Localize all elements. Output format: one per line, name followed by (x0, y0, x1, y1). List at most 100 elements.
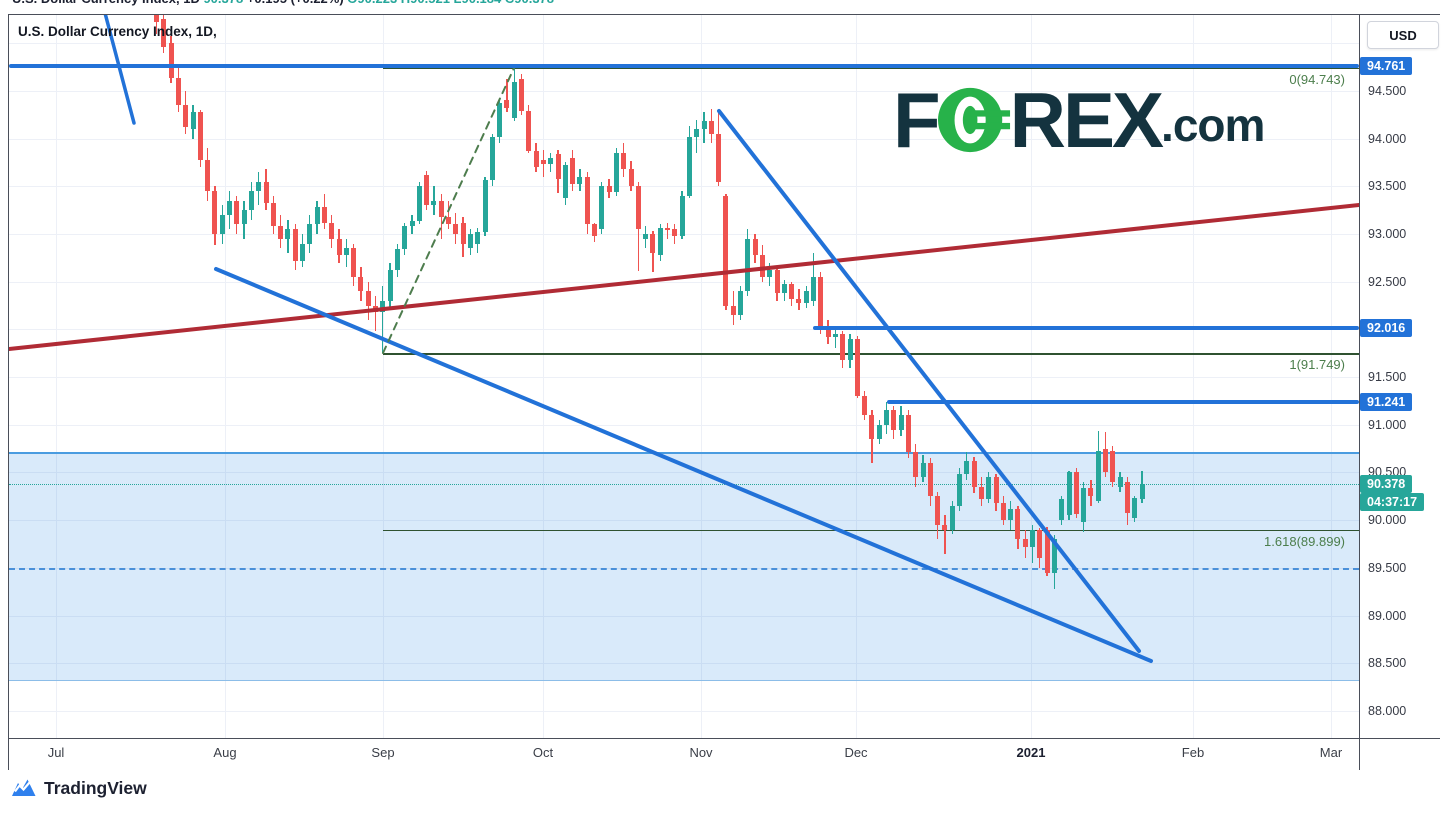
ascending-red-trendline[interactable] (9, 203, 1359, 351)
candle-body (365, 291, 371, 306)
candle-body (854, 338, 860, 397)
candle-body (307, 224, 313, 244)
h-gridline (9, 43, 1359, 45)
bar-countdown-label: 04:37:17 (1360, 493, 1425, 512)
candle-body (227, 200, 232, 215)
fib-level-label: 1(91.749) (1289, 357, 1345, 373)
h-gridline (9, 615, 1359, 617)
candle-body (1088, 487, 1094, 497)
tradingview-attribution[interactable]: TradingView (10, 776, 147, 800)
candle-body (263, 181, 269, 204)
chart-plot-area[interactable]: F REX .com 0(94.743) 1(91.749) 1.618(89.89… (9, 15, 1359, 738)
candle-body (818, 276, 824, 328)
currency-unit-button[interactable]: USD (1367, 21, 1439, 49)
candle-body (197, 111, 203, 160)
candle-body (300, 243, 305, 261)
price-axis-label: 88.500 (1368, 656, 1407, 671)
candle-body (1117, 477, 1123, 487)
candle-body (789, 283, 795, 299)
candle-body (920, 462, 926, 478)
horizontal-ray-line[interactable] (813, 325, 1359, 330)
candle-body (570, 157, 576, 185)
candle-wick (374, 296, 377, 332)
candle-body (416, 186, 422, 221)
horizontal-ray-line[interactable] (887, 399, 1359, 404)
candle-body (986, 477, 992, 500)
candle-body (548, 157, 554, 165)
wedge-upper-trendline[interactable] (717, 109, 1141, 653)
candle-body (927, 462, 933, 497)
candle-body (1051, 539, 1057, 573)
fib-level-line[interactable] (383, 67, 1359, 69)
candle-body (730, 305, 736, 316)
trendlines-overlay[interactable] (9, 15, 1359, 738)
candle-body (511, 82, 517, 118)
h-gridline (9, 329, 1359, 331)
candle-body (628, 169, 634, 187)
candle-body (1044, 529, 1050, 573)
fib-level-line[interactable] (383, 529, 1359, 532)
candle-body (278, 226, 284, 239)
candle-body (621, 152, 627, 170)
horizontal-ray-line[interactable] (9, 64, 1359, 68)
candle-body (949, 505, 955, 530)
price-ray-label: 94.761 (1360, 57, 1413, 75)
candle-body (1103, 448, 1108, 472)
h-gridline (9, 377, 1359, 379)
price-axis-label: 90.000 (1368, 513, 1407, 528)
candle-body (869, 415, 875, 440)
candle-wick (834, 329, 837, 349)
candle-wick (506, 79, 508, 112)
symbol-legend-title[interactable]: U.S. Dollar Currency Index, 1D, (18, 24, 217, 39)
quote-last: 90.378 (203, 0, 246, 6)
time-axis-label: Aug (213, 745, 237, 760)
candle-body (613, 152, 619, 193)
h-gridline (9, 663, 1359, 665)
watermark-letter-f: F (893, 76, 941, 164)
time-axis-label: Dec (844, 745, 868, 760)
candle-body (358, 276, 364, 292)
candle-body (650, 233, 656, 254)
time-axis-label: Nov (689, 745, 713, 760)
candle-body (738, 291, 743, 316)
candle-body (336, 238, 342, 255)
candle-body (248, 191, 254, 211)
dashed-support-line[interactable] (9, 567, 1359, 570)
tradingview-logo-icon (12, 779, 36, 796)
fib-baseline-dashed[interactable] (382, 67, 515, 354)
h-gridline (9, 472, 1359, 474)
candle-body (723, 195, 729, 306)
candle-body (978, 486, 984, 500)
candle-body (1095, 450, 1101, 502)
time-axis[interactable]: Jul Aug Sep Oct Nov Dec 2021 Feb Mar (9, 738, 1359, 770)
watermark-letters-rex: REX (1009, 76, 1164, 164)
fib-level-line[interactable] (383, 353, 1359, 355)
time-axis-label: Mar (1319, 745, 1343, 760)
candle-body (212, 191, 218, 234)
price-axis[interactable]: 94.76192.01691.24195.00094.50094.00093.5… (1359, 15, 1440, 738)
candle-body (708, 121, 714, 134)
candle-body (840, 334, 846, 360)
fib-level-label: 1.618(89.899) (1264, 533, 1345, 549)
candle-body (935, 496, 941, 525)
time-axis-label: Feb (1181, 745, 1205, 760)
wedge-lower-trendline[interactable] (214, 267, 1153, 663)
candle-body (555, 153, 561, 179)
candle-body (453, 224, 459, 234)
candle-body (577, 176, 583, 185)
candle-body (745, 238, 751, 292)
candle-body (446, 216, 451, 225)
candle-body (686, 136, 692, 196)
price-axis-label: 94.000 (1368, 131, 1407, 146)
steep-left-trendline[interactable] (103, 15, 136, 125)
candle-body (402, 226, 408, 250)
candle-body (825, 327, 831, 338)
tradingview-logo-text: TradingView (44, 777, 147, 798)
candle-body (832, 334, 838, 338)
h-gridline (9, 520, 1359, 522)
candle-body (1132, 498, 1138, 519)
candle-body (993, 477, 999, 504)
candle-body (701, 121, 707, 130)
candle-body (460, 222, 466, 244)
